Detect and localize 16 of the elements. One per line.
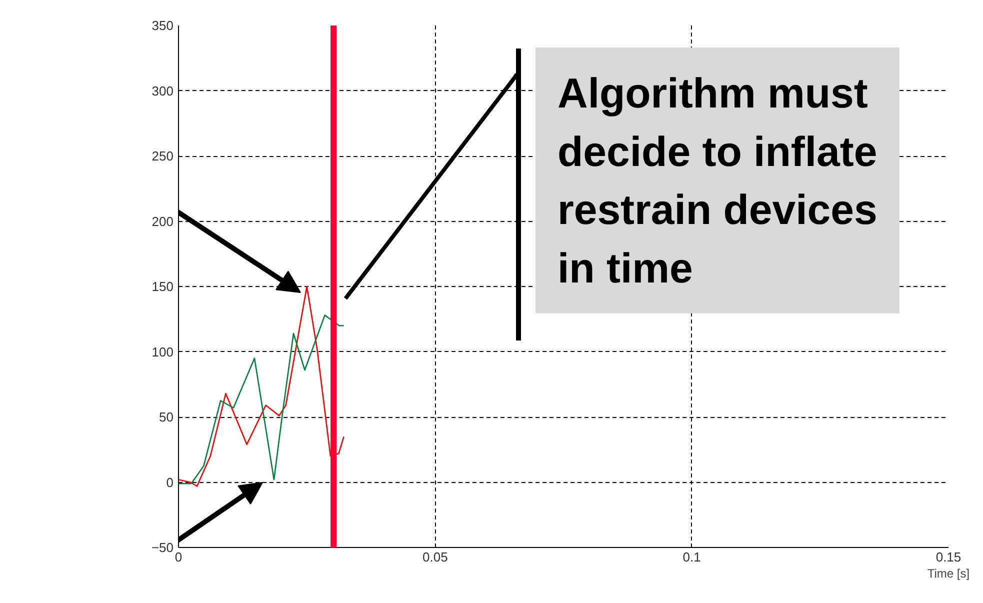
y-tick-label: 250 [152, 148, 174, 164]
y-tick-label: 350 [152, 18, 174, 33]
x-tick-label: 0.1 [682, 550, 701, 564]
x-tick-label: 0.15 [936, 550, 962, 564]
x-axis-title: Time [s] [927, 566, 970, 580]
y-tick-label: 50 [159, 410, 174, 424]
y-tick-label: 100 [152, 344, 174, 360]
line-series [178, 286, 344, 487]
y-tick-label: 200 [152, 214, 174, 229]
annotation: Algorithm must decide to inflate restrain devices in time [558, 70, 878, 292]
y-tick-label: −50 [151, 540, 174, 555]
line-series [178, 314, 344, 484]
y-tick-label: 0 [166, 474, 174, 490]
y-tick-label: 150 [152, 279, 174, 294]
x-tick-label: 0.05 [422, 550, 448, 564]
y-tick-label: 300 [152, 83, 174, 98]
